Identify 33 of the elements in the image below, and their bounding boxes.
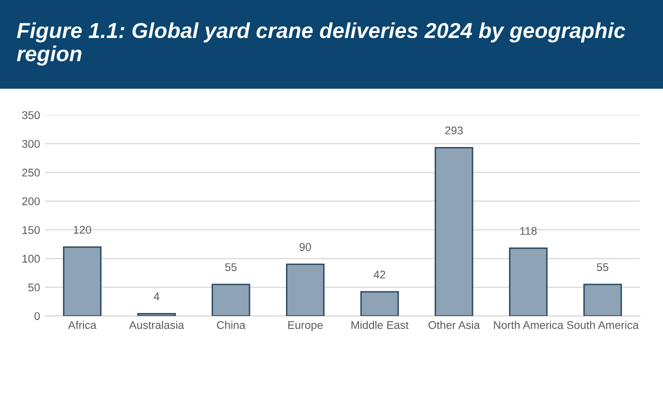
data-label: 42 [374,270,386,278]
bar [212,284,250,316]
bar [360,291,399,316]
y-tick-label: 150 [22,226,40,234]
data-label: 118 [520,227,537,235]
chart-title: Figure 1.1: Global yard crane deliveries 2024 by geographic region [16,22,626,66]
bar [286,264,325,316]
data-label: 55 [596,263,608,272]
x-tick-label: Other Asia [428,320,480,329]
x-tick-label: Australasia [129,320,184,329]
data-label: 55 [225,263,237,272]
bar [434,147,474,316]
bar [137,312,176,316]
y-tick-label: 0 [34,312,40,320]
bar [583,284,622,316]
data-label: 90 [300,243,312,251]
x-tick-label: South America [567,320,639,329]
x-tick-label: China [216,320,246,329]
bar [62,246,102,316]
data-label: 4 [154,292,160,300]
y-tick-label: 50 [28,284,40,292]
x-tick-label: Africa [68,320,96,329]
y-tick-label: 350 [22,111,40,120]
x-tick-label: North America [494,320,564,329]
x-tick-label: Europe [288,321,323,332]
y-tick-label: 300 [22,140,40,148]
bar [509,248,548,316]
y-tick-label: 100 [22,254,40,263]
x-tick-label: Middle East [351,320,409,329]
y-tick-label: 200 [22,197,40,206]
data-label: 293 [445,126,463,134]
data-label: 120 [74,226,92,234]
y-tick-label: 250 [22,168,40,177]
